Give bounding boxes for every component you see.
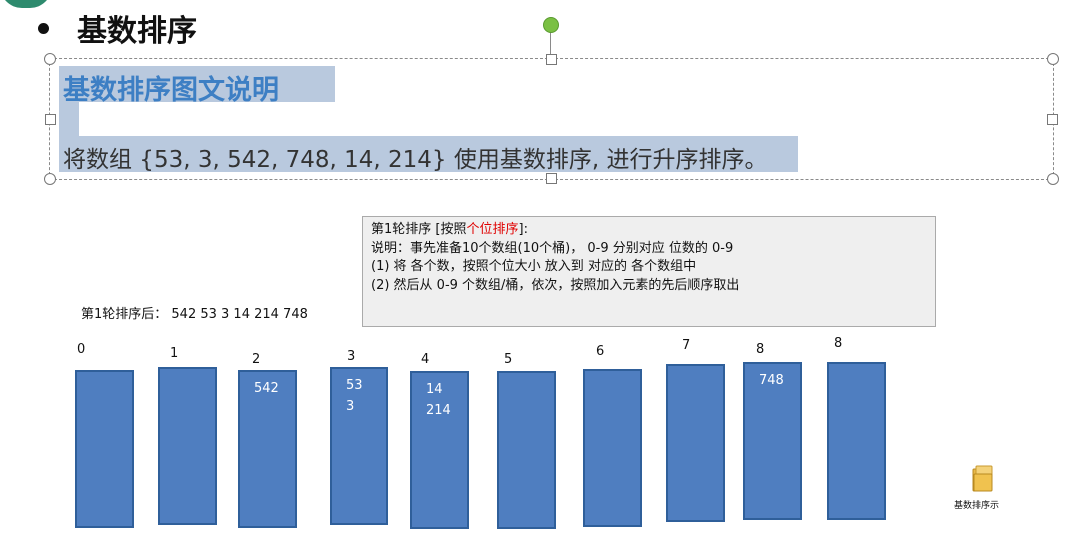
- bucket-number: 8: [756, 342, 765, 357]
- resize-handle-top[interactable]: [546, 54, 557, 65]
- textbox-title[interactable]: 基数排序图文说明: [63, 75, 279, 106]
- bucket-values: 748: [759, 373, 784, 388]
- rotate-handle[interactable]: [543, 17, 559, 33]
- bucket-2: 542: [238, 370, 297, 528]
- heading-text: 基数排序: [77, 14, 197, 49]
- bucket-values: 53 3: [346, 378, 363, 414]
- bucket-6: [583, 369, 642, 527]
- resize-handle-right[interactable]: [1047, 114, 1058, 125]
- resize-handle-top-left[interactable]: [44, 53, 56, 65]
- resize-handle-bottom-right[interactable]: [1047, 173, 1059, 185]
- bucket-9: [827, 362, 886, 520]
- bucket-3: 53 3: [330, 367, 388, 525]
- bucket-values: 14 214: [426, 382, 451, 418]
- bucket-values: 542: [254, 381, 279, 396]
- text-selection-highlight: [59, 66, 335, 102]
- text-selection-highlight: [59, 102, 79, 136]
- corner-logo: [0, 0, 52, 8]
- resize-handle-bottom-left[interactable]: [44, 173, 56, 185]
- bucket-number: 3: [347, 349, 356, 364]
- bucket-1: [158, 367, 217, 525]
- bucket-7: [666, 364, 725, 522]
- bucket-number: 5: [504, 352, 513, 367]
- text-selection-highlight: [59, 136, 798, 172]
- bucket-number: 0: [77, 342, 86, 357]
- selected-text-box[interactable]: [44, 53, 1059, 185]
- round-result-label: 第1轮排序后： 542 53 3 14 214 748: [81, 307, 308, 322]
- resize-handle-left[interactable]: [45, 114, 56, 125]
- explanation-note: 第1轮排序 [按照个位排序]: 说明：事先准备10个数组(10个桶)， 0-9 …: [362, 216, 936, 327]
- rotate-connector: [550, 30, 551, 54]
- bucket-number: 7: [682, 338, 691, 353]
- bucket-number: 1: [170, 346, 179, 361]
- slide-heading: 基数排序: [38, 8, 197, 49]
- bucket-number: 2: [252, 352, 261, 367]
- resize-handle-top-right[interactable]: [1047, 53, 1059, 65]
- bullet-icon: [38, 22, 49, 34]
- bucket-8: 748: [743, 362, 802, 520]
- bucket-number: 6: [596, 344, 605, 359]
- note-line-3: (1) 将 各个数，按照个位大小 放入到 对应的 各个数组中: [371, 259, 697, 274]
- bucket-0: [75, 370, 134, 528]
- note-line-1: 第1轮排序 [按照个位排序]:: [371, 222, 528, 237]
- note-highlight: 个位排序: [466, 222, 519, 237]
- note-line-2: 说明：事先准备10个数组(10个桶)， 0-9 分别对应 位数的 0-9: [371, 240, 734, 256]
- note-line-4: (2) 然后从 0-9 个数组/桶，依次，按照加入元素的先后顺序取出: [371, 277, 740, 293]
- bucket-5: [497, 371, 556, 529]
- resize-handle-bottom[interactable]: [546, 173, 557, 184]
- bucket-number: 8: [834, 336, 843, 351]
- folder-icon[interactable]: [971, 465, 995, 493]
- textbox-description[interactable]: 将数组 {53, 3, 542, 748, 14, 214} 使用基数排序, 进…: [63, 147, 768, 173]
- desktop-file-label[interactable]: 基数排序示: [954, 501, 1000, 511]
- bucket-number: 4: [421, 352, 430, 367]
- bucket-4: 14 214: [410, 371, 469, 529]
